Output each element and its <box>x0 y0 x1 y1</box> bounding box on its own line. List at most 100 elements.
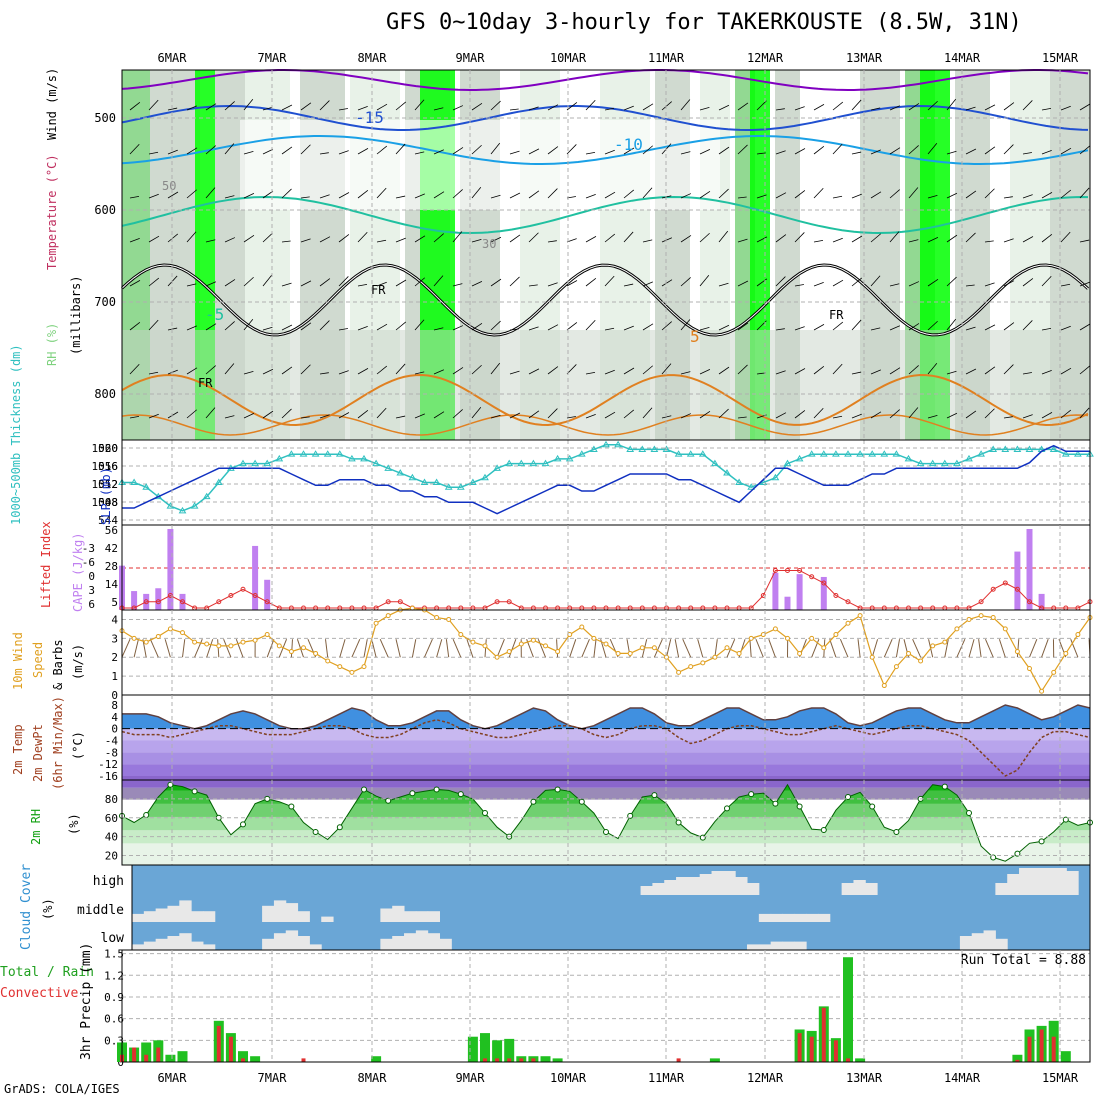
rh-point <box>191 788 198 795</box>
wind-barb <box>509 370 520 375</box>
lifted-index-point <box>228 593 234 598</box>
cloud-block <box>817 913 831 922</box>
wind-barb <box>300 416 310 419</box>
wind-barb <box>756 194 767 199</box>
cloud-block <box>640 886 653 895</box>
wind-barb <box>338 370 349 375</box>
wind-barb <box>1003 144 1014 155</box>
thickness-point <box>190 502 199 509</box>
wind-barb <box>566 280 578 287</box>
cloud-block <box>1019 868 1032 895</box>
wind-barb <box>528 284 538 287</box>
wind-barb <box>581 639 590 658</box>
wind-barb <box>851 371 862 375</box>
cape-bar <box>784 596 791 610</box>
cloud-block <box>1030 868 1044 895</box>
wind-barb <box>889 325 901 331</box>
wind-barb <box>889 105 901 111</box>
cloud-label-a: Cloud Cover <box>19 864 34 950</box>
rh-band <box>122 802 1090 817</box>
wind-barb <box>699 369 711 375</box>
wind-speed-point <box>555 649 561 655</box>
wind-barb <box>775 412 787 419</box>
cloud-block <box>959 936 973 950</box>
wind-barb <box>1070 639 1079 658</box>
thickness-point <box>856 450 864 457</box>
wind-barb <box>566 322 578 331</box>
wind-barb <box>714 639 718 658</box>
wind-barb <box>889 367 901 375</box>
wind-barb <box>984 146 996 155</box>
wind-speed-point <box>167 626 173 632</box>
wind-speed-point <box>288 649 294 655</box>
wind-barb <box>509 276 520 287</box>
cape-bar <box>772 572 779 610</box>
wind-barb <box>946 192 958 199</box>
precip-convective-bar <box>676 1058 681 1062</box>
wind-barb <box>623 231 634 243</box>
cloud-block <box>853 880 866 895</box>
wind-speed-point <box>809 635 815 641</box>
wind-barb <box>984 240 994 243</box>
wind-barb <box>680 371 691 375</box>
wind-barb <box>281 366 293 375</box>
wind-barb <box>319 320 330 331</box>
temperature-axis-label: Temperature (°C) <box>45 154 59 270</box>
wind-barb <box>585 99 596 111</box>
wind-barb <box>946 150 957 155</box>
precip-total-bar <box>492 1040 503 1062</box>
thickness-point <box>251 459 259 467</box>
cloud-block <box>439 938 452 950</box>
temp-tick-label: 0 <box>111 723 118 736</box>
wind-barb <box>509 412 521 419</box>
wind-barb <box>870 327 881 331</box>
date-label-bottom: 9MAR <box>456 1071 486 1085</box>
thickness-tick-label: 548 <box>98 496 118 509</box>
cloud-block <box>191 941 204 950</box>
precip-convective-bar <box>495 1058 500 1062</box>
thickness-point <box>614 440 622 448</box>
cloud-block <box>770 913 783 922</box>
wind-barb <box>984 324 996 331</box>
thickness-point <box>1049 445 1058 452</box>
thickness-point <box>577 450 586 457</box>
thickness-point <box>735 478 743 485</box>
thickness-point <box>916 459 925 467</box>
date-label-top: 12MAR <box>747 51 784 65</box>
wind-barb <box>205 365 216 375</box>
wind-barb <box>661 101 672 111</box>
cloud-block <box>806 913 819 922</box>
precip-total-bar <box>552 1058 563 1062</box>
rh-point <box>869 803 876 810</box>
lifted-index-point <box>494 599 500 605</box>
wind-barb <box>395 639 401 658</box>
wind-barb <box>870 107 881 111</box>
wind-barb <box>243 276 254 287</box>
wind-speed-point <box>736 650 742 656</box>
rh-point <box>361 786 367 793</box>
wind-barb <box>883 639 893 658</box>
wind-speed-point <box>240 639 246 645</box>
wind-axis-label: Wind (m/s) <box>45 68 59 140</box>
lifted-index-point <box>506 599 512 605</box>
wind-barb <box>547 104 559 111</box>
rh-point <box>143 811 150 818</box>
wind-speed-point <box>845 620 851 626</box>
wind-barb <box>737 416 747 419</box>
rh-tick-label: 80 <box>105 793 118 806</box>
wind-barb <box>133 639 139 658</box>
wind-barb <box>224 237 236 243</box>
wind-barb <box>851 277 863 287</box>
wind-barb <box>205 145 216 155</box>
precip-tick-label: 0 <box>117 1056 124 1069</box>
cloud-tick-label: middle <box>77 903 124 918</box>
cloud-tick-label: low <box>101 931 125 946</box>
wind-barb <box>167 191 179 199</box>
wind-barb <box>908 145 919 155</box>
wind-barb <box>832 195 843 199</box>
rh-point <box>941 783 948 790</box>
dewpoint-line <box>121 719 1091 777</box>
wind-speed-point <box>821 645 827 651</box>
wind-speed-point <box>579 624 585 630</box>
wind-barb <box>338 412 350 419</box>
